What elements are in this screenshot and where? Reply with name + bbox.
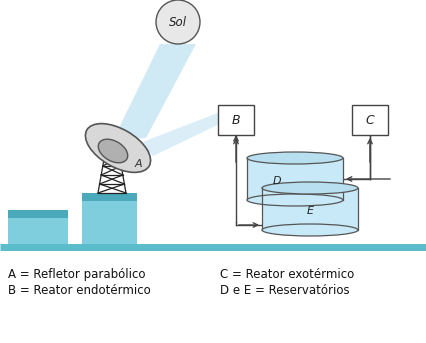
Text: B: B — [232, 114, 240, 127]
Text: C: C — [366, 114, 374, 127]
Bar — [352, 105, 388, 135]
Text: C = Reator exotérmico: C = Reator exotérmico — [220, 268, 354, 281]
Text: A: A — [134, 159, 142, 169]
Circle shape — [156, 0, 200, 44]
Ellipse shape — [98, 139, 128, 163]
Polygon shape — [140, 112, 228, 156]
Text: A = Refletor parabólico: A = Refletor parabólico — [8, 268, 146, 281]
Bar — [262, 188, 358, 230]
Polygon shape — [113, 44, 196, 140]
Text: E: E — [306, 206, 314, 216]
Bar — [247, 158, 343, 200]
Bar — [82, 193, 137, 201]
Bar — [218, 105, 254, 135]
Text: D: D — [273, 176, 281, 186]
Bar — [8, 210, 68, 247]
Text: Sol: Sol — [169, 15, 187, 28]
Ellipse shape — [247, 194, 343, 206]
Ellipse shape — [247, 152, 343, 164]
Ellipse shape — [85, 123, 151, 173]
Bar — [8, 210, 68, 218]
Bar — [82, 193, 137, 247]
Ellipse shape — [262, 224, 358, 236]
Text: B = Reator endotérmico: B = Reator endotérmico — [8, 284, 151, 297]
Ellipse shape — [262, 182, 358, 194]
Text: D e E = Reservatórios: D e E = Reservatórios — [220, 284, 350, 297]
